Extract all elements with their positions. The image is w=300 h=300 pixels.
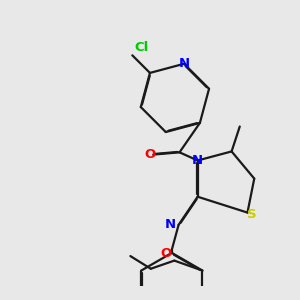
Text: N: N <box>178 57 190 70</box>
Text: N: N <box>192 154 203 167</box>
Text: S: S <box>247 208 257 221</box>
Text: O: O <box>161 247 172 260</box>
Text: Cl: Cl <box>135 41 149 54</box>
Text: O: O <box>144 148 155 161</box>
Text: N: N <box>165 218 176 231</box>
